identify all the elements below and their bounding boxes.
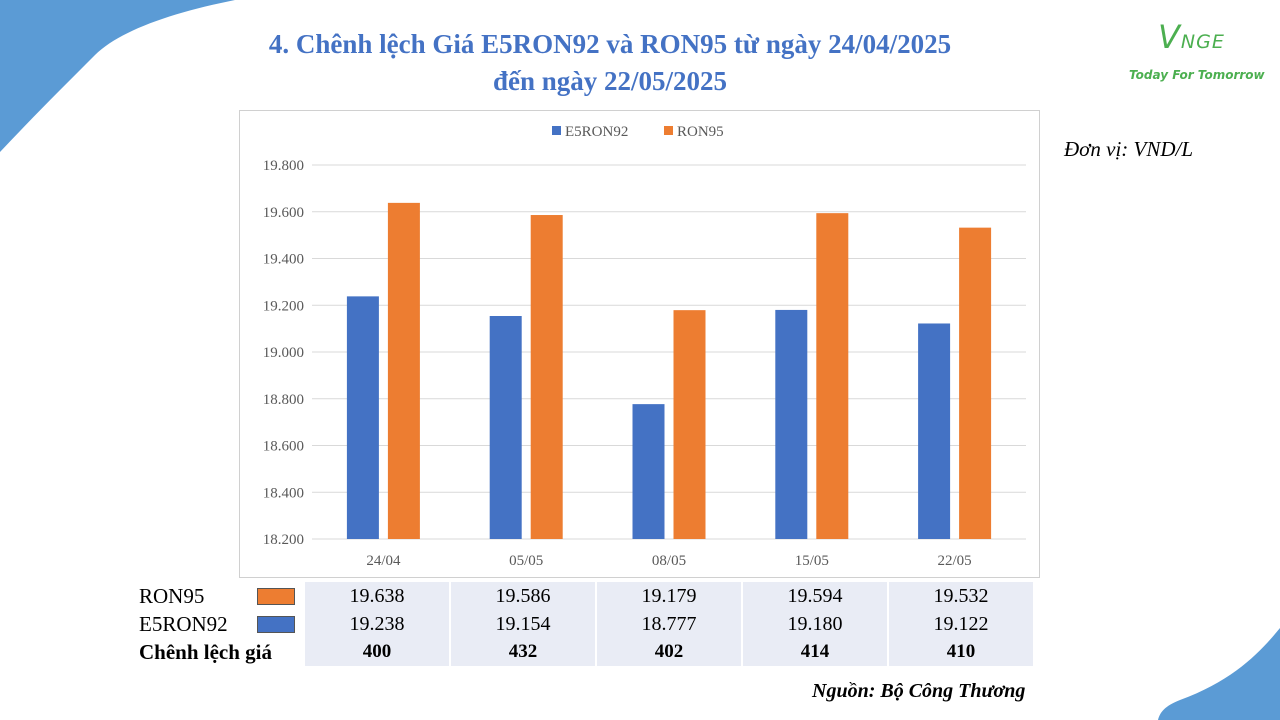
- row-label: RON95: [139, 583, 205, 608]
- legend-label: RON95: [677, 124, 724, 140]
- table-cell: 19.238: [305, 610, 449, 638]
- bar-ron95: [387, 202, 420, 539]
- table-cell: 18.777: [597, 610, 741, 638]
- y-tick-label: 19.200: [263, 298, 304, 314]
- row-label-cell: RON95: [139, 582, 303, 610]
- bar-e5ron92: [632, 404, 665, 539]
- row-label-cell: E5RON92: [139, 610, 303, 638]
- table-row-price-difference: Chênh lệch giá 400 432 402 414 410: [139, 638, 1033, 666]
- unit-label: Đơn vị: VND/L: [1064, 137, 1194, 161]
- table-cell: 19.586: [451, 582, 595, 610]
- chart-area: 18.200 18.400 18.600 18.800 19.000 19.200 19.4…: [239, 110, 1040, 578]
- bar-e5ron92: [775, 309, 808, 539]
- row-label-cell: Chênh lệch giá: [139, 638, 303, 666]
- ron95-swatch: [257, 588, 295, 605]
- y-tick-label: 18.800: [263, 392, 304, 408]
- title-line-1: 4. Chênh lệch Giá E5RON92 và RON95 từ ng…: [268, 29, 952, 59]
- table-cell: 402: [597, 638, 741, 666]
- bar-ron95: [959, 227, 992, 539]
- table-cell: 400: [305, 638, 449, 666]
- logo-mark: VNGE: [1158, 18, 1225, 56]
- legend-label: E5RON92: [565, 124, 628, 140]
- bar-ron95: [530, 215, 563, 539]
- table-cell: 414: [743, 638, 887, 666]
- table-cell: 19.154: [451, 610, 595, 638]
- legend-swatch: [552, 126, 561, 135]
- y-tick-label: 18.600: [263, 439, 304, 455]
- bar-chart: 18.200 18.400 18.600 18.800 19.000 19.200 19.4…: [263, 124, 1026, 569]
- logo-rest: NGE: [1180, 31, 1225, 53]
- y-tick-label: 18.200: [263, 532, 304, 548]
- table-cell: 19.179: [597, 582, 741, 610]
- vnge-logo: VNGE Today For Tomorrow: [1122, 14, 1272, 90]
- bottom-right-wave-shape: [1158, 628, 1280, 720]
- table-row-e5ron92: E5RON92 19.238 19.154 18.777 19.180 19.1…: [139, 610, 1033, 638]
- legend-swatch: [664, 126, 673, 135]
- table-cell: 19.594: [743, 582, 887, 610]
- x-tick-label: 22/05: [938, 553, 972, 569]
- logo-initial: V: [1158, 18, 1181, 56]
- y-tick-label: 18.400: [263, 485, 304, 501]
- x-tick-label: 24/04: [366, 553, 401, 569]
- e5ron92-swatch: [257, 616, 295, 633]
- row-label: Chênh lệch giá: [139, 639, 273, 664]
- table-row-ron95: RON95 19.638 19.586 19.179 19.594 19.532: [139, 582, 1033, 610]
- row-label: E5RON92: [139, 611, 228, 636]
- table-cell: 19.122: [889, 610, 1033, 638]
- table-cell: 432: [451, 638, 595, 666]
- table-cell: 19.532: [889, 582, 1033, 610]
- table-cell: 19.180: [743, 610, 887, 638]
- y-tick-label: 19.400: [263, 252, 304, 268]
- logo-tagline: Today For Tomorrow: [1129, 68, 1265, 82]
- y-tick-label: 19.600: [263, 205, 304, 221]
- x-tick-label: 15/05: [795, 553, 829, 569]
- source-label: Nguồn: Bộ Công Thương: [812, 680, 1026, 702]
- y-tick-label: 19.800: [263, 158, 304, 174]
- x-tick-label: 05/05: [509, 553, 543, 569]
- table-cell: 19.638: [305, 582, 449, 610]
- top-left-wave-shape: [0, 0, 235, 152]
- title-line-2: đến ngày 22/05/2025: [492, 66, 728, 96]
- bar-ron95: [673, 310, 706, 539]
- data-table: RON95 19.638 19.586 19.179 19.594 19.532…: [137, 582, 1035, 666]
- table-cell: 410: [889, 638, 1033, 666]
- bar-e5ron92: [346, 296, 379, 539]
- bar-e5ron92: [489, 316, 522, 539]
- bar-ron95: [816, 213, 849, 539]
- page-title: 4. Chênh lệch Giá E5RON92 và RON95 từ ng…: [180, 26, 1040, 100]
- x-tick-label: 08/05: [652, 553, 686, 569]
- bar-e5ron92: [918, 323, 951, 539]
- y-tick-label: 19.000: [263, 345, 304, 361]
